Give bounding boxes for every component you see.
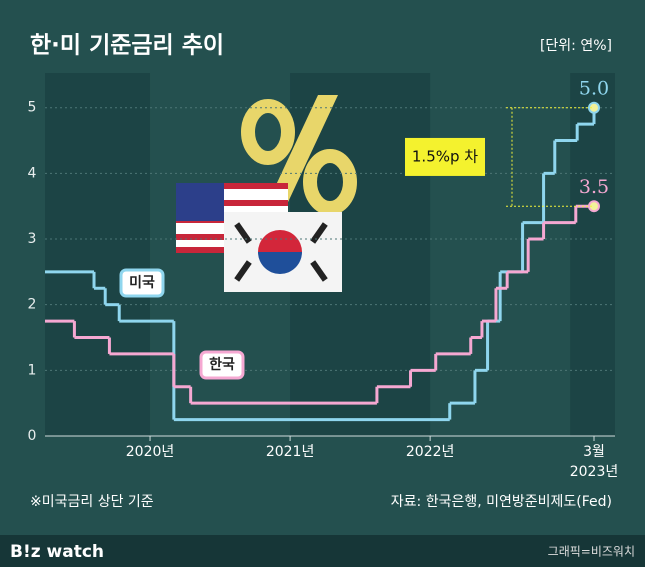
- series-tag-label: 미국: [129, 275, 155, 291]
- series-tag: [199, 350, 245, 380]
- brand-logo: B!z watch: [10, 542, 104, 562]
- x-tick-label: 3월: [583, 444, 605, 460]
- annotation-box: [405, 137, 485, 176]
- x-tick-year: 2023년: [570, 464, 619, 480]
- value-label: 5.0: [579, 78, 609, 100]
- korea-flag: [224, 212, 342, 292]
- series-tag: [119, 268, 165, 298]
- footer-bar: [0, 535, 645, 567]
- end-point: [587, 200, 600, 213]
- unit-label: [단위: 연%]: [540, 38, 612, 54]
- x-tick-label: 2020년: [126, 444, 175, 460]
- y-tick-label: 2: [28, 297, 37, 313]
- year-band: [45, 73, 151, 436]
- y-tick-label: 3: [28, 231, 37, 247]
- y-tick-label: 5: [28, 100, 37, 116]
- y-tick-label: 1: [28, 362, 37, 378]
- x-tick-label: 2021년: [266, 444, 315, 460]
- annotation: 1.5%p 차: [412, 147, 478, 165]
- end-point: [587, 101, 600, 114]
- x-tick-label: 2022년: [406, 444, 455, 460]
- source: 자료: 한국은행, 미연방준비제도(Fed): [391, 494, 612, 510]
- y-tick-label: 4: [28, 165, 37, 181]
- series-tag-label: 한국: [209, 357, 235, 373]
- value-label: 3.5: [579, 176, 609, 198]
- y-tick-label: 0: [28, 428, 37, 444]
- footnote: ※미국금리 상단 기준: [30, 494, 154, 510]
- credit: 그래픽=비즈워치: [548, 545, 635, 559]
- chart-title: 한·미 기준금리 추이: [30, 33, 224, 59]
